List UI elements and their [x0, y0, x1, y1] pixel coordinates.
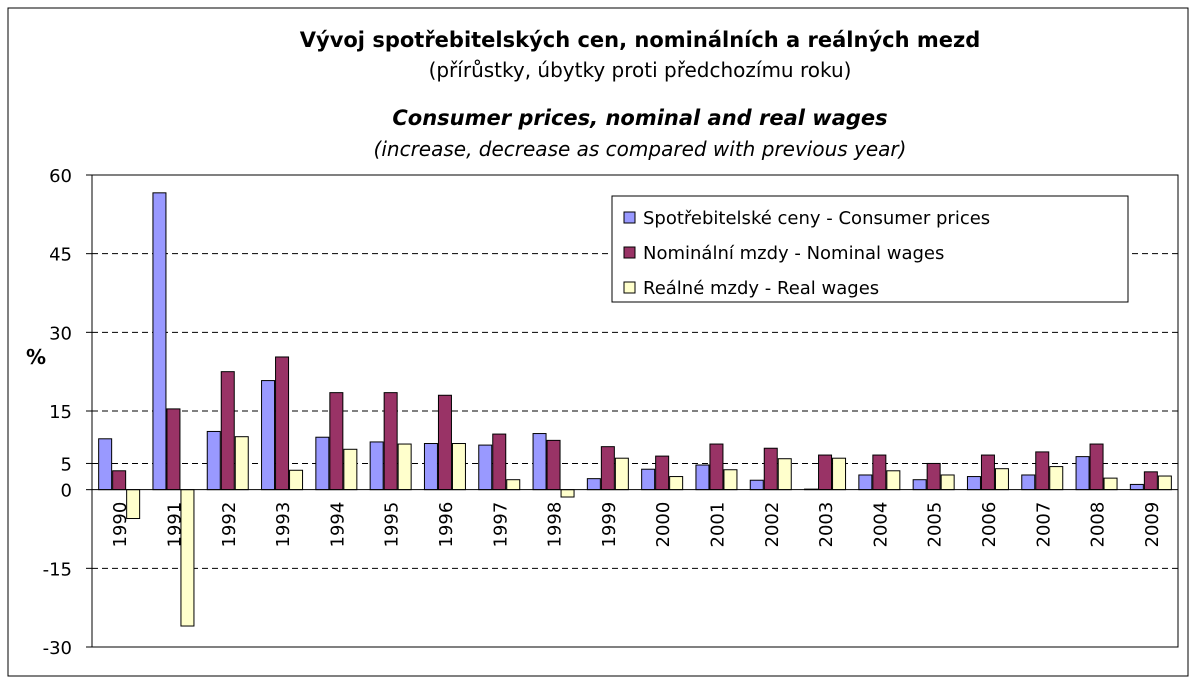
- bar: [723, 469, 738, 491]
- x-tick-label: 1992: [219, 502, 240, 548]
- bar: [818, 454, 833, 491]
- bar: [669, 476, 684, 491]
- bar: [1075, 456, 1090, 491]
- bar: [641, 468, 656, 491]
- bar: [1049, 466, 1064, 491]
- bar: [234, 436, 249, 491]
- bar: [343, 448, 358, 491]
- bar: [709, 443, 724, 491]
- bar: [166, 408, 181, 491]
- bar: [220, 371, 235, 491]
- bar: [397, 443, 412, 491]
- bar: [112, 470, 127, 491]
- x-tick-label: 2002: [762, 502, 783, 548]
- x-tick-label: 1993: [273, 502, 294, 548]
- x-tick-label: 2006: [979, 502, 1000, 548]
- bar: [912, 479, 927, 491]
- bar: [532, 433, 547, 491]
- y-tick-label: 15: [49, 402, 72, 423]
- bar: [886, 470, 901, 491]
- x-tick-label: 2004: [870, 502, 891, 548]
- x-tick-label: 2000: [653, 502, 674, 548]
- bar: [749, 479, 764, 491]
- x-tick-label: 2003: [816, 502, 837, 548]
- bar: [492, 433, 507, 491]
- bar: [423, 443, 438, 491]
- bar: [1143, 471, 1158, 491]
- bar: [315, 436, 330, 491]
- legend-box: [611, 195, 1129, 303]
- x-tick-label: 1991: [164, 502, 185, 548]
- bar: [600, 446, 615, 491]
- x-tick-label: 1999: [599, 502, 620, 548]
- bar: [560, 489, 575, 498]
- x-tick-label: 1996: [436, 502, 457, 548]
- legend-label: Reálné mzdy - Real wages: [643, 278, 879, 299]
- bar: [1103, 477, 1118, 491]
- bar: [1157, 475, 1172, 491]
- chart-title: Vývoj spotřebitelských cen, nominálních …: [300, 28, 980, 52]
- bar: [1021, 474, 1036, 491]
- bar: [506, 479, 521, 491]
- bar: [655, 455, 670, 491]
- bar: [329, 392, 344, 491]
- y-tick-label: 45: [49, 245, 72, 266]
- bar: [289, 469, 304, 491]
- legend: Spotřebitelské ceny - Consumer prices Nom…: [611, 195, 1129, 303]
- bar: [872, 454, 887, 491]
- bar: [1129, 483, 1144, 491]
- bar: [261, 380, 276, 491]
- legend-label: Nominální mzdy - Nominal wages: [643, 243, 944, 264]
- bar: [383, 392, 398, 491]
- legend-swatch: [623, 211, 636, 224]
- bar: [1089, 443, 1104, 491]
- chart-subtitle-en: (increase, decrease as compared with pre…: [374, 137, 907, 161]
- bar: [206, 430, 221, 491]
- bar: [695, 464, 710, 491]
- bar: [832, 457, 847, 491]
- bar: [980, 454, 995, 491]
- bar: [940, 474, 955, 491]
- x-tick-label: 2001: [707, 502, 728, 548]
- bar: [994, 468, 1009, 491]
- bar: [369, 441, 384, 491]
- bar: [966, 476, 981, 491]
- x-tick-label: 2005: [925, 502, 946, 548]
- bar: [546, 439, 561, 491]
- y-tick-label: 30: [49, 323, 72, 344]
- legend-swatch: [623, 246, 636, 259]
- y-tick-label: -15: [43, 559, 72, 580]
- bar: [1035, 451, 1050, 491]
- x-tick-label: 1995: [382, 502, 403, 548]
- bar: [478, 444, 493, 491]
- y-tick-label: 0: [61, 481, 72, 502]
- x-tick-label: 2007: [1033, 502, 1054, 548]
- y-axis-label: %: [26, 345, 46, 369]
- bar: [763, 447, 778, 491]
- y-tick-label: -30: [43, 638, 72, 659]
- legend-label: Spotřebitelské ceny - Consumer prices: [643, 208, 990, 229]
- x-tick-label: 2009: [1142, 502, 1163, 548]
- bar: [152, 192, 167, 491]
- x-tick-label: 1990: [110, 502, 131, 548]
- x-tick-label: 1998: [545, 502, 566, 548]
- bar: [275, 356, 290, 491]
- chart-title-en: Consumer prices, nominal and real wages: [392, 106, 887, 130]
- y-tick-label: 60: [49, 166, 72, 187]
- y-tick-label: 5: [61, 454, 72, 475]
- bar: [98, 438, 113, 491]
- bar: [437, 394, 452, 491]
- bar: [926, 462, 941, 491]
- bar: [614, 457, 629, 491]
- bar: [777, 458, 792, 491]
- legend-swatch: [623, 281, 636, 294]
- bar: [586, 478, 601, 491]
- x-tick-label: 1994: [327, 502, 348, 548]
- x-tick-label: 2008: [1088, 502, 1109, 548]
- x-tick-label: 1997: [490, 502, 511, 548]
- bar: [451, 443, 466, 491]
- chart-subtitle: (přírůstky, úbytky proti předchozímu rok…: [429, 58, 852, 82]
- bar: [858, 474, 873, 491]
